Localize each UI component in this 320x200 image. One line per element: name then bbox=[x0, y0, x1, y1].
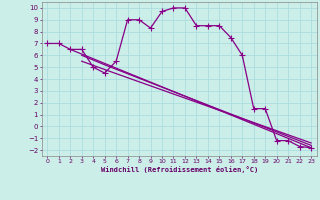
X-axis label: Windchill (Refroidissement éolien,°C): Windchill (Refroidissement éolien,°C) bbox=[100, 166, 258, 173]
